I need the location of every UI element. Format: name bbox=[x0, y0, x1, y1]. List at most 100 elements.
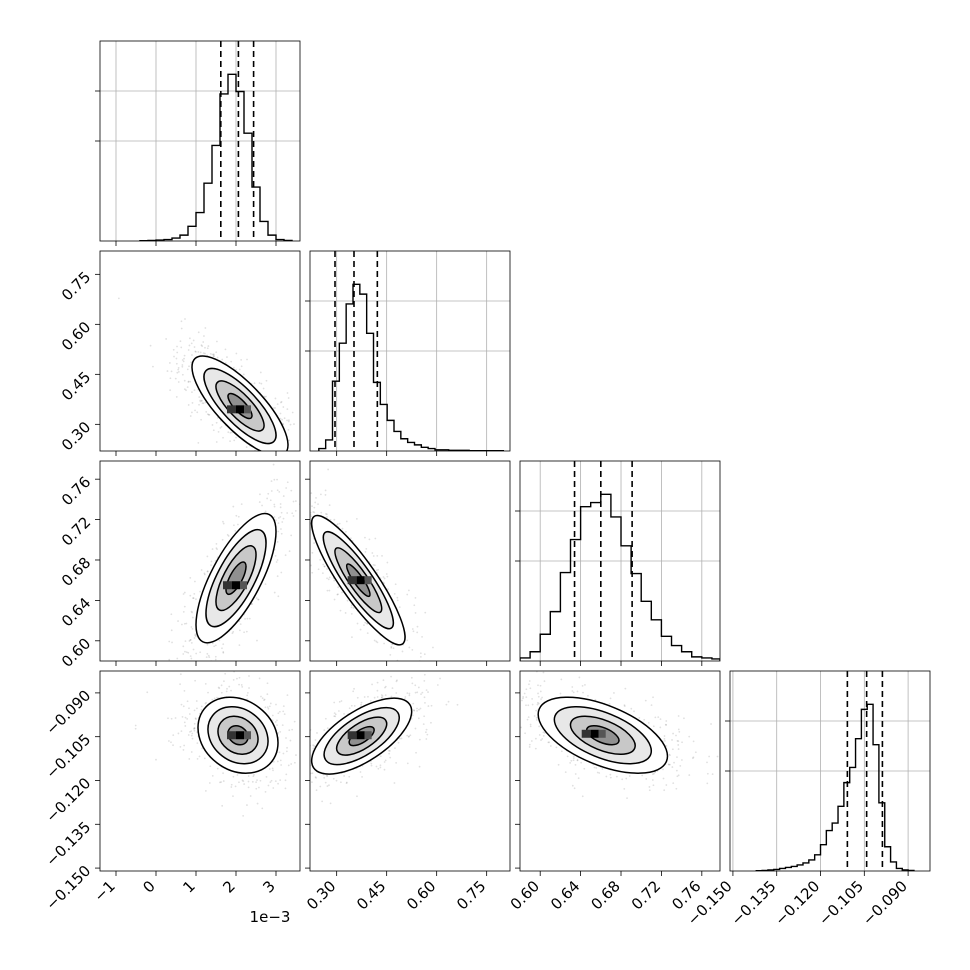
histogram-step-3 bbox=[755, 703, 915, 871]
scatter-point bbox=[279, 516, 282, 518]
scatter-point bbox=[282, 458, 284, 460]
scatter-point bbox=[212, 429, 215, 432]
scatter-point bbox=[240, 684, 243, 686]
scatter-point bbox=[418, 765, 421, 768]
scatter-point bbox=[271, 767, 274, 770]
scatter-point bbox=[239, 459, 241, 461]
scatter-point bbox=[576, 690, 579, 693]
scatter-point bbox=[195, 700, 198, 702]
scatter-point bbox=[285, 750, 288, 753]
scatter-point bbox=[394, 583, 397, 586]
scatter-point bbox=[264, 706, 267, 709]
scatter-point bbox=[183, 591, 186, 594]
scatter-point bbox=[268, 452, 270, 454]
y-tick-label: 0.76 bbox=[58, 473, 94, 509]
scatter-point bbox=[304, 488, 306, 490]
pair-panel-1-3 bbox=[274, 670, 511, 876]
scatter-point bbox=[286, 392, 289, 394]
scatter-point bbox=[217, 686, 220, 689]
scatter-point bbox=[239, 623, 242, 626]
scatter-point bbox=[289, 739, 292, 742]
scatter-point bbox=[175, 396, 178, 398]
scatter-point bbox=[204, 702, 207, 705]
scatter-point bbox=[274, 721, 277, 723]
scatter-point bbox=[204, 401, 207, 404]
scatter-point bbox=[281, 724, 284, 727]
scatter-point bbox=[574, 763, 577, 766]
scatter-point bbox=[406, 692, 409, 695]
pair-panel-content bbox=[134, 671, 305, 817]
scatter-point bbox=[221, 538, 224, 541]
scatter-point bbox=[207, 654, 210, 657]
scatter-point bbox=[202, 341, 205, 343]
scatter-point bbox=[251, 603, 254, 605]
scatter-point bbox=[232, 795, 234, 798]
scatter-point bbox=[181, 373, 184, 376]
scatter-point bbox=[207, 664, 209, 666]
scatter-point bbox=[413, 604, 416, 607]
scatter-point bbox=[303, 764, 305, 766]
scatter-point bbox=[277, 712, 280, 715]
scatter-point bbox=[293, 423, 295, 425]
scatter-point bbox=[197, 442, 200, 444]
scatter-point bbox=[305, 503, 307, 505]
scatter-point bbox=[170, 613, 173, 616]
scatter-point bbox=[706, 782, 709, 785]
scatter-point bbox=[415, 751, 417, 754]
scatter-point bbox=[191, 737, 194, 740]
scatter-point bbox=[681, 759, 683, 761]
scatter-point bbox=[240, 358, 243, 361]
scatter-point bbox=[206, 652, 209, 655]
scatter-point bbox=[219, 427, 222, 429]
scatter-point bbox=[234, 529, 237, 532]
scatter-point bbox=[188, 758, 191, 760]
scatter-point bbox=[417, 717, 420, 720]
x-tick-label: −0.120 bbox=[771, 877, 823, 929]
scatter-point bbox=[216, 767, 219, 770]
scatter-point bbox=[368, 538, 371, 541]
scatter-point bbox=[423, 715, 426, 718]
panel-frame bbox=[309, 670, 511, 872]
scatter-point bbox=[381, 554, 383, 557]
scatter-point bbox=[177, 370, 180, 373]
scatter-point bbox=[417, 686, 420, 689]
scatter-point bbox=[263, 698, 266, 701]
scatter-point bbox=[338, 700, 341, 703]
x-offset-label: 1e−3 bbox=[250, 908, 291, 926]
scatter-point bbox=[398, 606, 401, 609]
scatter-point bbox=[424, 611, 427, 614]
scatter-point bbox=[548, 669, 550, 671]
scatter-point bbox=[376, 681, 379, 684]
scatter-point bbox=[215, 351, 218, 354]
scatter-point bbox=[274, 779, 276, 781]
scatter-point bbox=[286, 775, 288, 777]
scatter-point bbox=[265, 379, 268, 382]
scatter-point bbox=[370, 762, 373, 765]
scatter-point bbox=[177, 368, 180, 371]
scatter-point bbox=[525, 688, 528, 691]
scatter-point bbox=[190, 342, 193, 345]
scatter-point bbox=[226, 356, 228, 358]
scatter-point bbox=[412, 630, 415, 633]
scatter-point bbox=[243, 631, 246, 634]
scatter-point bbox=[193, 346, 196, 348]
scatter-point bbox=[277, 522, 280, 525]
scatter-point bbox=[180, 320, 183, 323]
scatter-point bbox=[263, 396, 266, 398]
scatter-point bbox=[645, 778, 648, 780]
histogram-step-2 bbox=[520, 493, 720, 661]
pair-panel-0-1 bbox=[95, 250, 308, 493]
scatter-point bbox=[306, 491, 308, 493]
scatter-point bbox=[246, 691, 249, 694]
scatter-point bbox=[277, 452, 279, 454]
scatter-point bbox=[259, 371, 262, 374]
scatter-point bbox=[710, 723, 712, 725]
scatter-point bbox=[596, 771, 599, 774]
scatter-point bbox=[526, 718, 529, 721]
scatter-point bbox=[238, 781, 240, 784]
scatter-point bbox=[535, 709, 538, 712]
scatter-point bbox=[288, 439, 291, 442]
scatter-point bbox=[391, 687, 394, 690]
scatter-point bbox=[186, 368, 189, 371]
scatter-point bbox=[269, 702, 272, 705]
